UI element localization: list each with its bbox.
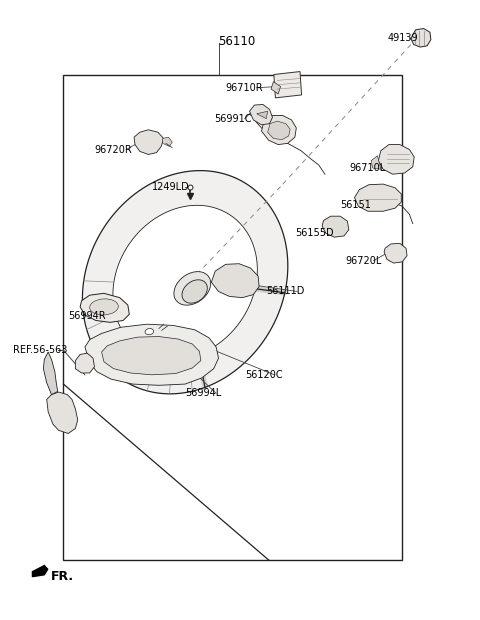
Polygon shape	[268, 121, 290, 140]
Text: 56110: 56110	[218, 35, 256, 48]
Text: 96710L: 96710L	[350, 163, 386, 173]
Polygon shape	[211, 264, 259, 298]
Polygon shape	[262, 115, 296, 144]
Ellipse shape	[145, 329, 154, 335]
Polygon shape	[113, 205, 257, 359]
Text: 96720L: 96720L	[345, 255, 382, 265]
Polygon shape	[47, 392, 78, 433]
Text: 56111D: 56111D	[266, 286, 305, 296]
Polygon shape	[378, 144, 414, 174]
Polygon shape	[384, 243, 407, 263]
Polygon shape	[75, 353, 95, 373]
Text: 56120C: 56120C	[245, 370, 282, 380]
Polygon shape	[322, 216, 349, 237]
Text: 56994R: 56994R	[68, 311, 106, 321]
Polygon shape	[411, 29, 431, 47]
Polygon shape	[355, 184, 401, 211]
Text: 96720R: 96720R	[95, 144, 132, 154]
Text: 96710R: 96710R	[226, 83, 264, 93]
Polygon shape	[83, 170, 288, 394]
Bar	[63, 76, 402, 560]
Text: 56994L: 56994L	[185, 388, 221, 398]
Text: 49139: 49139	[388, 33, 419, 43]
Polygon shape	[80, 293, 129, 322]
Polygon shape	[102, 337, 201, 375]
Ellipse shape	[174, 272, 211, 305]
Polygon shape	[371, 156, 381, 169]
Polygon shape	[274, 71, 301, 98]
Ellipse shape	[90, 299, 118, 315]
Text: REF.56-563: REF.56-563	[13, 345, 68, 355]
Polygon shape	[271, 82, 281, 94]
Polygon shape	[33, 565, 48, 577]
Polygon shape	[134, 130, 164, 154]
Polygon shape	[257, 111, 268, 118]
Ellipse shape	[182, 280, 207, 303]
Text: FR.: FR.	[50, 570, 73, 583]
Text: 56991C: 56991C	[214, 113, 251, 123]
Polygon shape	[163, 137, 172, 146]
Text: 1249LD: 1249LD	[152, 182, 190, 192]
Polygon shape	[43, 352, 58, 394]
Text: 56151: 56151	[340, 200, 371, 210]
Polygon shape	[250, 104, 273, 125]
Text: 56155D: 56155D	[295, 228, 334, 238]
Polygon shape	[85, 324, 218, 385]
